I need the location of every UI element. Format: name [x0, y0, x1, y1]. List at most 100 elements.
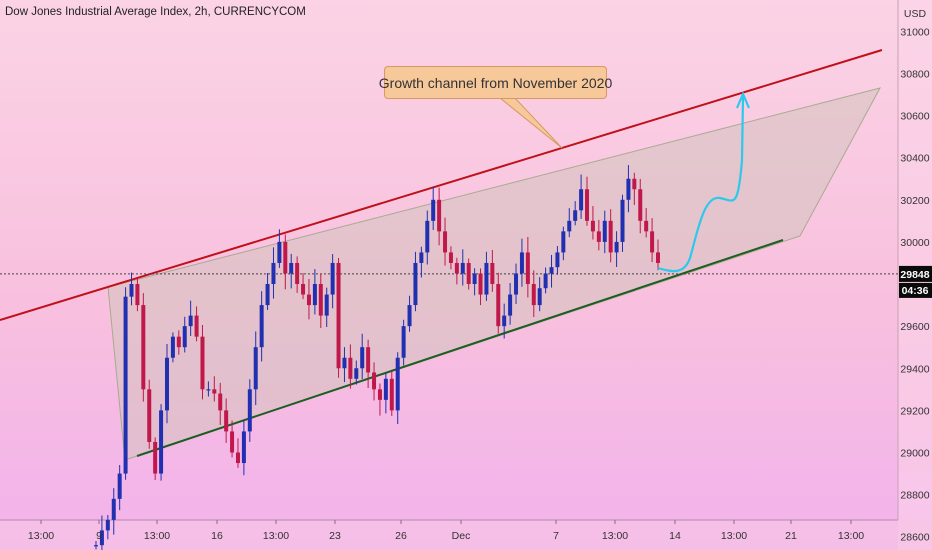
candle-body: [632, 178, 637, 190]
candle-body: [567, 220, 572, 232]
x-tick-label: 16: [211, 530, 223, 542]
candle-body: [271, 262, 276, 285]
x-tick-label: 9: [96, 530, 102, 542]
candle-body: [425, 220, 430, 253]
x-tick-label: 13:00: [28, 530, 54, 542]
x-tick-label: 14: [669, 530, 681, 542]
candle-body: [318, 284, 323, 316]
x-tick-label: 13:00: [721, 530, 747, 542]
chart-title: Dow Jones Industrial Average Index, 2h, …: [5, 6, 306, 18]
channel-annotation-callout[interactable]: Growth channel from November 2020: [379, 66, 612, 99]
candle-body: [502, 315, 507, 327]
candle-body: [543, 273, 548, 289]
candle-body: [253, 347, 258, 390]
candle-body: [549, 267, 554, 274]
candle-body: [372, 372, 377, 390]
y-tick-label: 31000: [900, 26, 929, 38]
candle-body: [514, 273, 519, 295]
candle-body: [295, 262, 300, 285]
x-tick-label: 23: [329, 530, 341, 542]
candle-body: [259, 305, 264, 348]
candle-body: [395, 357, 400, 411]
x-tick-label: Dec: [452, 530, 471, 542]
candle-body: [496, 284, 501, 327]
candle-body: [324, 294, 329, 316]
candle-body: [431, 199, 436, 221]
callout-pointer: [498, 97, 563, 149]
candle-body: [626, 178, 631, 200]
candle-body: [348, 357, 353, 379]
candle-body: [508, 294, 513, 316]
candle-body: [490, 262, 495, 285]
candle-body: [579, 189, 584, 211]
candle-body: [519, 252, 524, 274]
candle-body: [644, 220, 649, 232]
candle-body: [590, 220, 595, 232]
candle-body: [200, 336, 205, 390]
candle-body: [235, 452, 240, 464]
y-tick-label: 30400: [900, 153, 929, 165]
candle-body: [164, 357, 169, 411]
candle-body: [212, 389, 217, 394]
x-tick-label: 13:00: [602, 530, 628, 542]
candle-body: [218, 393, 223, 411]
countdown-value: 04:36: [902, 285, 929, 297]
candle-body: [419, 252, 424, 263]
candle-body: [614, 241, 619, 253]
candle-body: [330, 262, 335, 295]
candle-body: [206, 389, 211, 391]
y-tick-label: 29600: [900, 321, 929, 333]
candle-body: [602, 220, 607, 242]
x-tick-label: 13:00: [263, 530, 289, 542]
candle-body: [176, 336, 181, 348]
candle-body: [105, 519, 110, 531]
channel-lower-line: [136, 239, 784, 457]
candle-body: [531, 284, 536, 306]
channel-upper-line: [0, 49, 883, 321]
candle-body: [147, 389, 152, 442]
candle-body: [111, 498, 116, 520]
candle-body: [555, 252, 560, 268]
candle-body: [585, 189, 590, 221]
candle-body: [525, 252, 530, 285]
candle-body: [129, 284, 134, 297]
y-tick-label: 30200: [900, 195, 929, 207]
candle-body: [153, 441, 158, 474]
candle-body: [224, 410, 229, 432]
candle-body: [573, 210, 578, 221]
candle-body: [312, 284, 317, 306]
candle-body: [401, 326, 406, 358]
projection-arrow-head: [735, 91, 751, 109]
projection-curve: [657, 96, 745, 273]
candle-body: [135, 284, 140, 306]
candle-body: [283, 241, 288, 274]
candle-body: [454, 262, 459, 274]
candle-body: [354, 368, 359, 379]
last-price-value: 29848: [900, 269, 929, 281]
candle-body: [182, 326, 187, 348]
candle-body: [247, 389, 252, 432]
candle-body: [377, 389, 382, 400]
candle-body: [94, 545, 98, 547]
y-tick-label: 30800: [900, 68, 929, 80]
candle-body: [366, 347, 371, 373]
candle-body: [448, 252, 453, 263]
candle-body: [141, 305, 146, 390]
candle-body: [443, 231, 448, 253]
candle-body: [413, 262, 418, 306]
candle-body: [289, 262, 294, 274]
candle-body: [650, 231, 655, 253]
candle-body: [336, 262, 341, 369]
candle-body: [306, 294, 311, 306]
y-tick-label: 29400: [900, 363, 929, 375]
candle-body: [360, 347, 365, 369]
candle-body: [596, 231, 601, 242]
candle-body: [437, 199, 442, 232]
last-price-badge: [899, 265, 932, 282]
candle-body: [389, 378, 394, 411]
candle-body: [383, 378, 388, 400]
x-tick-label: 26: [395, 530, 407, 542]
candle-body: [277, 241, 282, 263]
